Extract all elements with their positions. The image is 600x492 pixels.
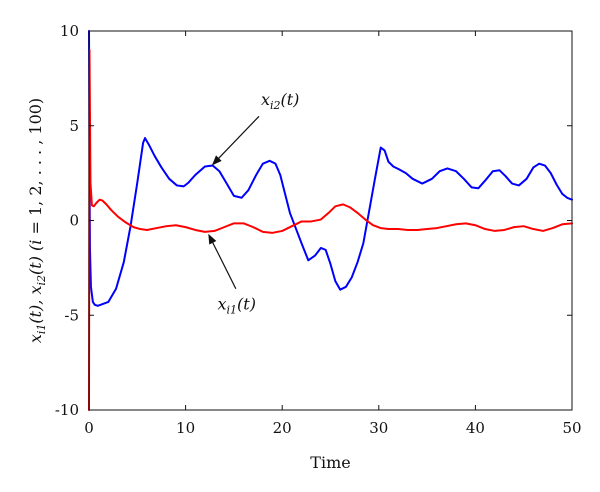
y-tick-label-2: 0 (69, 212, 79, 230)
annotation-label-1: xi1(t) (217, 295, 255, 317)
annotation-sub-0: i2 (270, 99, 281, 112)
y-axis-label: xi1(t), xi2(t) (i = 1, 2, . . . , 100) (26, 98, 48, 343)
x-tick-label-0: 0 (84, 419, 94, 437)
x-tick-label-5: 50 (562, 419, 581, 437)
y-label-rest: = 1, 2, . . . , 100) (26, 98, 45, 240)
y-label-b-arg: (t) ( (26, 244, 45, 275)
x-tick-label-2: 20 (273, 419, 292, 437)
y-label-a-var: x (26, 334, 45, 343)
annotation-var-0: x (261, 90, 270, 109)
annotation-arg-0: (t) (281, 90, 300, 109)
y-tick-label-3: 5 (69, 117, 79, 135)
annotation-arg-1: (t) (237, 295, 256, 314)
y-label-a-sub: i1 (35, 324, 48, 335)
y-label-i-var: i (26, 240, 45, 245)
axis-layer (88, 30, 573, 411)
plot-area (89, 31, 572, 410)
series-line-0 (88, 30, 573, 307)
y-tick-label-0: -10 (55, 401, 79, 419)
plot-layer (88, 30, 573, 411)
y-label-a-arg: (t), (26, 295, 45, 324)
y-tick-label-1: -5 (64, 306, 79, 324)
x-axis-label: Time (310, 453, 350, 472)
annotation-arrow-0 (211, 115, 260, 166)
y-label-b-var: x (26, 285, 45, 294)
y-label-b-sub: i2 (35, 275, 48, 286)
x-tick-label-1: 10 (176, 419, 195, 437)
x-tick-label-4: 40 (466, 419, 485, 437)
x-tick-label-3: 30 (369, 419, 388, 437)
annotation-sub-1: i1 (227, 304, 238, 317)
annotation-layer: xi2(t)xi1(t) (208, 90, 299, 317)
y-tick-label-4: 10 (60, 22, 79, 40)
series-line-1 (88, 48, 573, 411)
annotation-label-0: xi2(t) (261, 90, 299, 112)
annotation-var-1: x (217, 295, 226, 314)
annotation-arrow-1 (208, 233, 237, 289)
